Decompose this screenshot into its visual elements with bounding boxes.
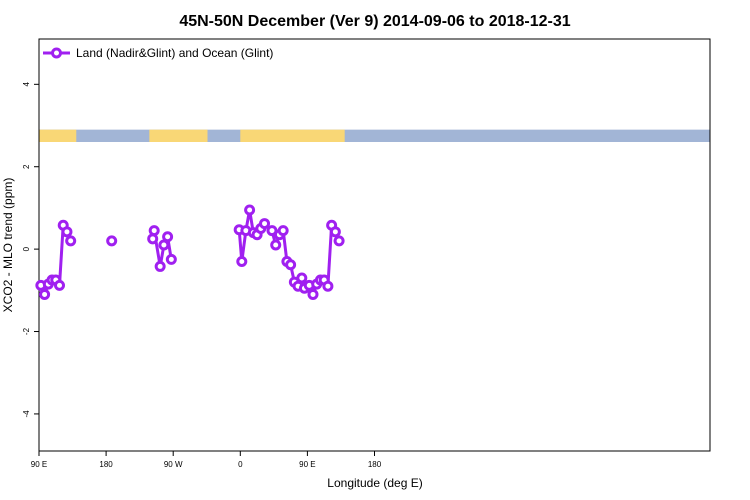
data-point (296, 272, 308, 284)
data-point (307, 288, 319, 300)
data-point (322, 280, 334, 292)
y-tick-label: 2 (22, 164, 31, 169)
data-point (61, 226, 73, 238)
y-axis-label: XCO2 - MLO trend (ppm) (1, 178, 15, 313)
data-point (270, 239, 282, 251)
y-tick-label: 0 (22, 246, 31, 251)
x-tick-label: 90 W (164, 460, 183, 469)
legend-marker (51, 47, 62, 59)
data-point (158, 239, 170, 251)
legend-label: Land (Nadir&Glint) and Ocean (Glint) (76, 46, 273, 60)
plot-frame (38, 38, 711, 452)
y-tick-label: -4 (22, 410, 31, 418)
y-tick-label: -2 (22, 327, 31, 335)
data-point (329, 226, 341, 238)
data-point (277, 225, 289, 237)
data-point (54, 279, 66, 291)
data-point (148, 225, 160, 237)
series-layer (35, 204, 345, 300)
data-point (39, 288, 51, 300)
data-point (154, 260, 166, 272)
data-point (259, 218, 271, 230)
land-band (240, 129, 345, 142)
data-point (106, 235, 118, 247)
x-axis: 90 E 180 90 W 0 90 E 180 (31, 451, 382, 469)
data-point (285, 259, 297, 271)
land-ocean-strip (39, 129, 710, 142)
ocean-band (39, 129, 710, 142)
x-tick-label: 0 (238, 460, 243, 469)
data-point (147, 233, 159, 245)
data-point (65, 235, 77, 247)
x-axis-label: Longitude (deg E) (327, 476, 422, 490)
y-axis: 4 2 0 -2 -4 (22, 82, 39, 418)
data-point (236, 255, 248, 267)
x-tick-label: 90 E (299, 460, 315, 469)
legend: Land (Nadir&Glint) and Ocean (Glint) (43, 46, 273, 60)
data-point (244, 204, 256, 216)
data-point (333, 235, 345, 247)
chart-title: 45N-50N December (Ver 9) 2014-09-06 to 2… (179, 13, 570, 30)
data-point (162, 231, 174, 243)
land-band (149, 129, 208, 142)
x-tick-label: 180 (368, 460, 382, 469)
x-tick-label: 90 E (31, 460, 47, 469)
y-tick-label: 4 (22, 82, 31, 87)
data-point (165, 253, 177, 265)
land-band (39, 129, 77, 142)
x-tick-label: 180 (99, 460, 113, 469)
